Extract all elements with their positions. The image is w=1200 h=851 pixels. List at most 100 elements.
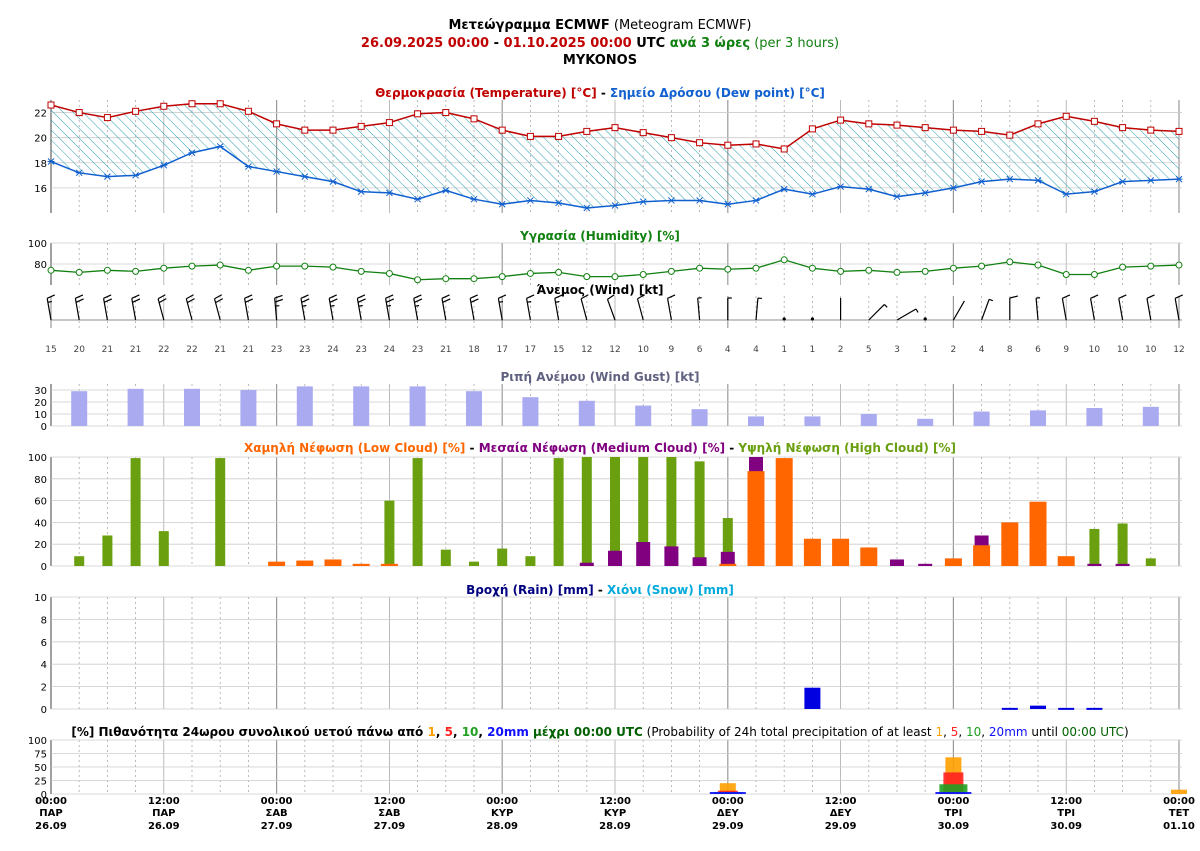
wind-speed-label: 10 (1089, 345, 1101, 355)
humidity-point (385, 269, 393, 277)
temperature-point (1090, 117, 1098, 125)
wind-barb (102, 294, 113, 321)
temperature-point (442, 109, 450, 117)
humidity-point (893, 268, 901, 276)
wind-speed-label: 23 (412, 345, 423, 355)
cloud-bar (1145, 558, 1156, 566)
humidity-point (1147, 262, 1155, 270)
x-date-label: 27.09 (374, 821, 406, 832)
dewpoint-point (273, 168, 281, 175)
wind-barb (243, 294, 254, 321)
cloud-bar (497, 548, 508, 566)
humidity-point (1034, 261, 1042, 269)
humidity-point (357, 267, 365, 275)
cloud-bar (1001, 522, 1019, 566)
temperature-point (1119, 124, 1127, 132)
utc-label: UTC (631, 36, 670, 51)
clouds-title-part: Υψηλή Νέφωση (High Cloud) [%] (737, 441, 956, 455)
wind-barb (469, 294, 479, 321)
gust-bar (1086, 408, 1103, 426)
wind-calm-dot (810, 317, 815, 321)
gust-bar (71, 391, 88, 426)
dewpoint-point (498, 200, 506, 208)
dewpoint-point (47, 158, 55, 165)
wind-speed-label: 1 (781, 345, 787, 355)
wind-calm-dot (923, 317, 927, 321)
wind-barb (356, 294, 366, 321)
wind-speed-label: 2 (838, 345, 844, 355)
precip-ytick-label: 6 (41, 638, 47, 649)
temperature-point (244, 107, 252, 115)
humidity-point (639, 271, 647, 278)
temperature-point (808, 125, 816, 133)
wind-speed-label: 15 (45, 345, 56, 355)
step-bold: ανά 3 ώρες (669, 36, 751, 51)
x-date-label: 26.09 (148, 821, 180, 832)
dewpoint-point (583, 204, 591, 212)
dewpoint-point (611, 202, 619, 209)
gust-bar (127, 388, 144, 426)
gust-ytick-label: 10 (34, 410, 47, 421)
temperature-title-part: Θερμοκρασία (Temperature) [°C] (375, 86, 597, 100)
x-date-label: 28.09 (486, 821, 518, 832)
temperature-point (583, 127, 591, 135)
precip-title-part: - (594, 583, 607, 597)
dewpoint-point (414, 195, 422, 203)
temperature-point (949, 126, 957, 134)
dewpoint-point (132, 171, 140, 179)
cloud-bar (1029, 501, 1047, 566)
x-day-label: ΤΡΙ (1057, 808, 1075, 819)
probability-title-part: 1 (427, 725, 435, 739)
temperature-point (724, 141, 732, 149)
probability-ytick-label: 0 (41, 790, 47, 801)
humidity-ytick-label: 80 (34, 260, 47, 271)
temperature-title: Θερμοκρασία (Temperature) [°C] - Σημείο … (375, 86, 825, 100)
gust-bar (860, 414, 877, 426)
temperature-ytick-label: 18 (34, 159, 47, 170)
clouds-ytick-label: 60 (34, 497, 47, 508)
wind-speed-label: 4 (725, 345, 731, 355)
rain-bar (1001, 707, 1018, 710)
wind-speed-label: 10 (1117, 345, 1129, 355)
wind-speed-label: 9 (669, 345, 675, 355)
probability-bar (719, 783, 736, 794)
clouds-title: Χαμηλή Νέφωση (Low Cloud) [%] - Μεσαία Ν… (244, 441, 956, 455)
dewpoint-point (921, 189, 929, 197)
humidity-point (611, 273, 619, 281)
humidity-point (978, 262, 986, 270)
x-day-label: ΤΕΤ (1169, 808, 1190, 819)
dewpoint-point (75, 169, 83, 177)
rain-bar (804, 687, 821, 709)
x-date-label: 30.09 (1050, 821, 1082, 832)
period-start: 26.09.2025 00:00 (360, 36, 490, 51)
temperature-point (667, 134, 675, 142)
gust-ytick-label: 20 (34, 398, 47, 409)
cloud-bar (890, 559, 904, 566)
temperature-point (498, 126, 506, 134)
dewpoint-point (1147, 177, 1155, 184)
temperature-ytick-label: 20 (34, 134, 47, 145)
wind-speed-label: 21 (440, 345, 451, 355)
wind-speed-label: 22 (158, 345, 169, 355)
temperature-point (780, 145, 788, 153)
x-time-label: 12:00 (148, 796, 180, 807)
x-day-label: ΠΑΡ (152, 808, 175, 819)
gust-bar (917, 418, 934, 426)
cloud-bar (352, 563, 370, 566)
wind-speed-label: 24 (384, 345, 396, 355)
dewpoint-point (385, 189, 393, 197)
temperature-point (611, 124, 619, 132)
clouds-ytick-label: 0 (41, 562, 47, 573)
wind-barb (274, 294, 284, 321)
temperature-point (921, 124, 929, 132)
gust-bar (184, 388, 200, 426)
wind-barb (1009, 295, 1018, 320)
humidity-point (555, 268, 563, 276)
wind-barb (74, 294, 84, 321)
x-date-label: 29.09 (712, 821, 744, 832)
probability-title-part: μέχρι 00:00 UTC (529, 725, 643, 739)
x-day-label: ΣΑΒ (378, 808, 400, 819)
cloud-bar (664, 546, 679, 566)
temperature-point (47, 101, 55, 109)
temperature-point (837, 116, 845, 124)
